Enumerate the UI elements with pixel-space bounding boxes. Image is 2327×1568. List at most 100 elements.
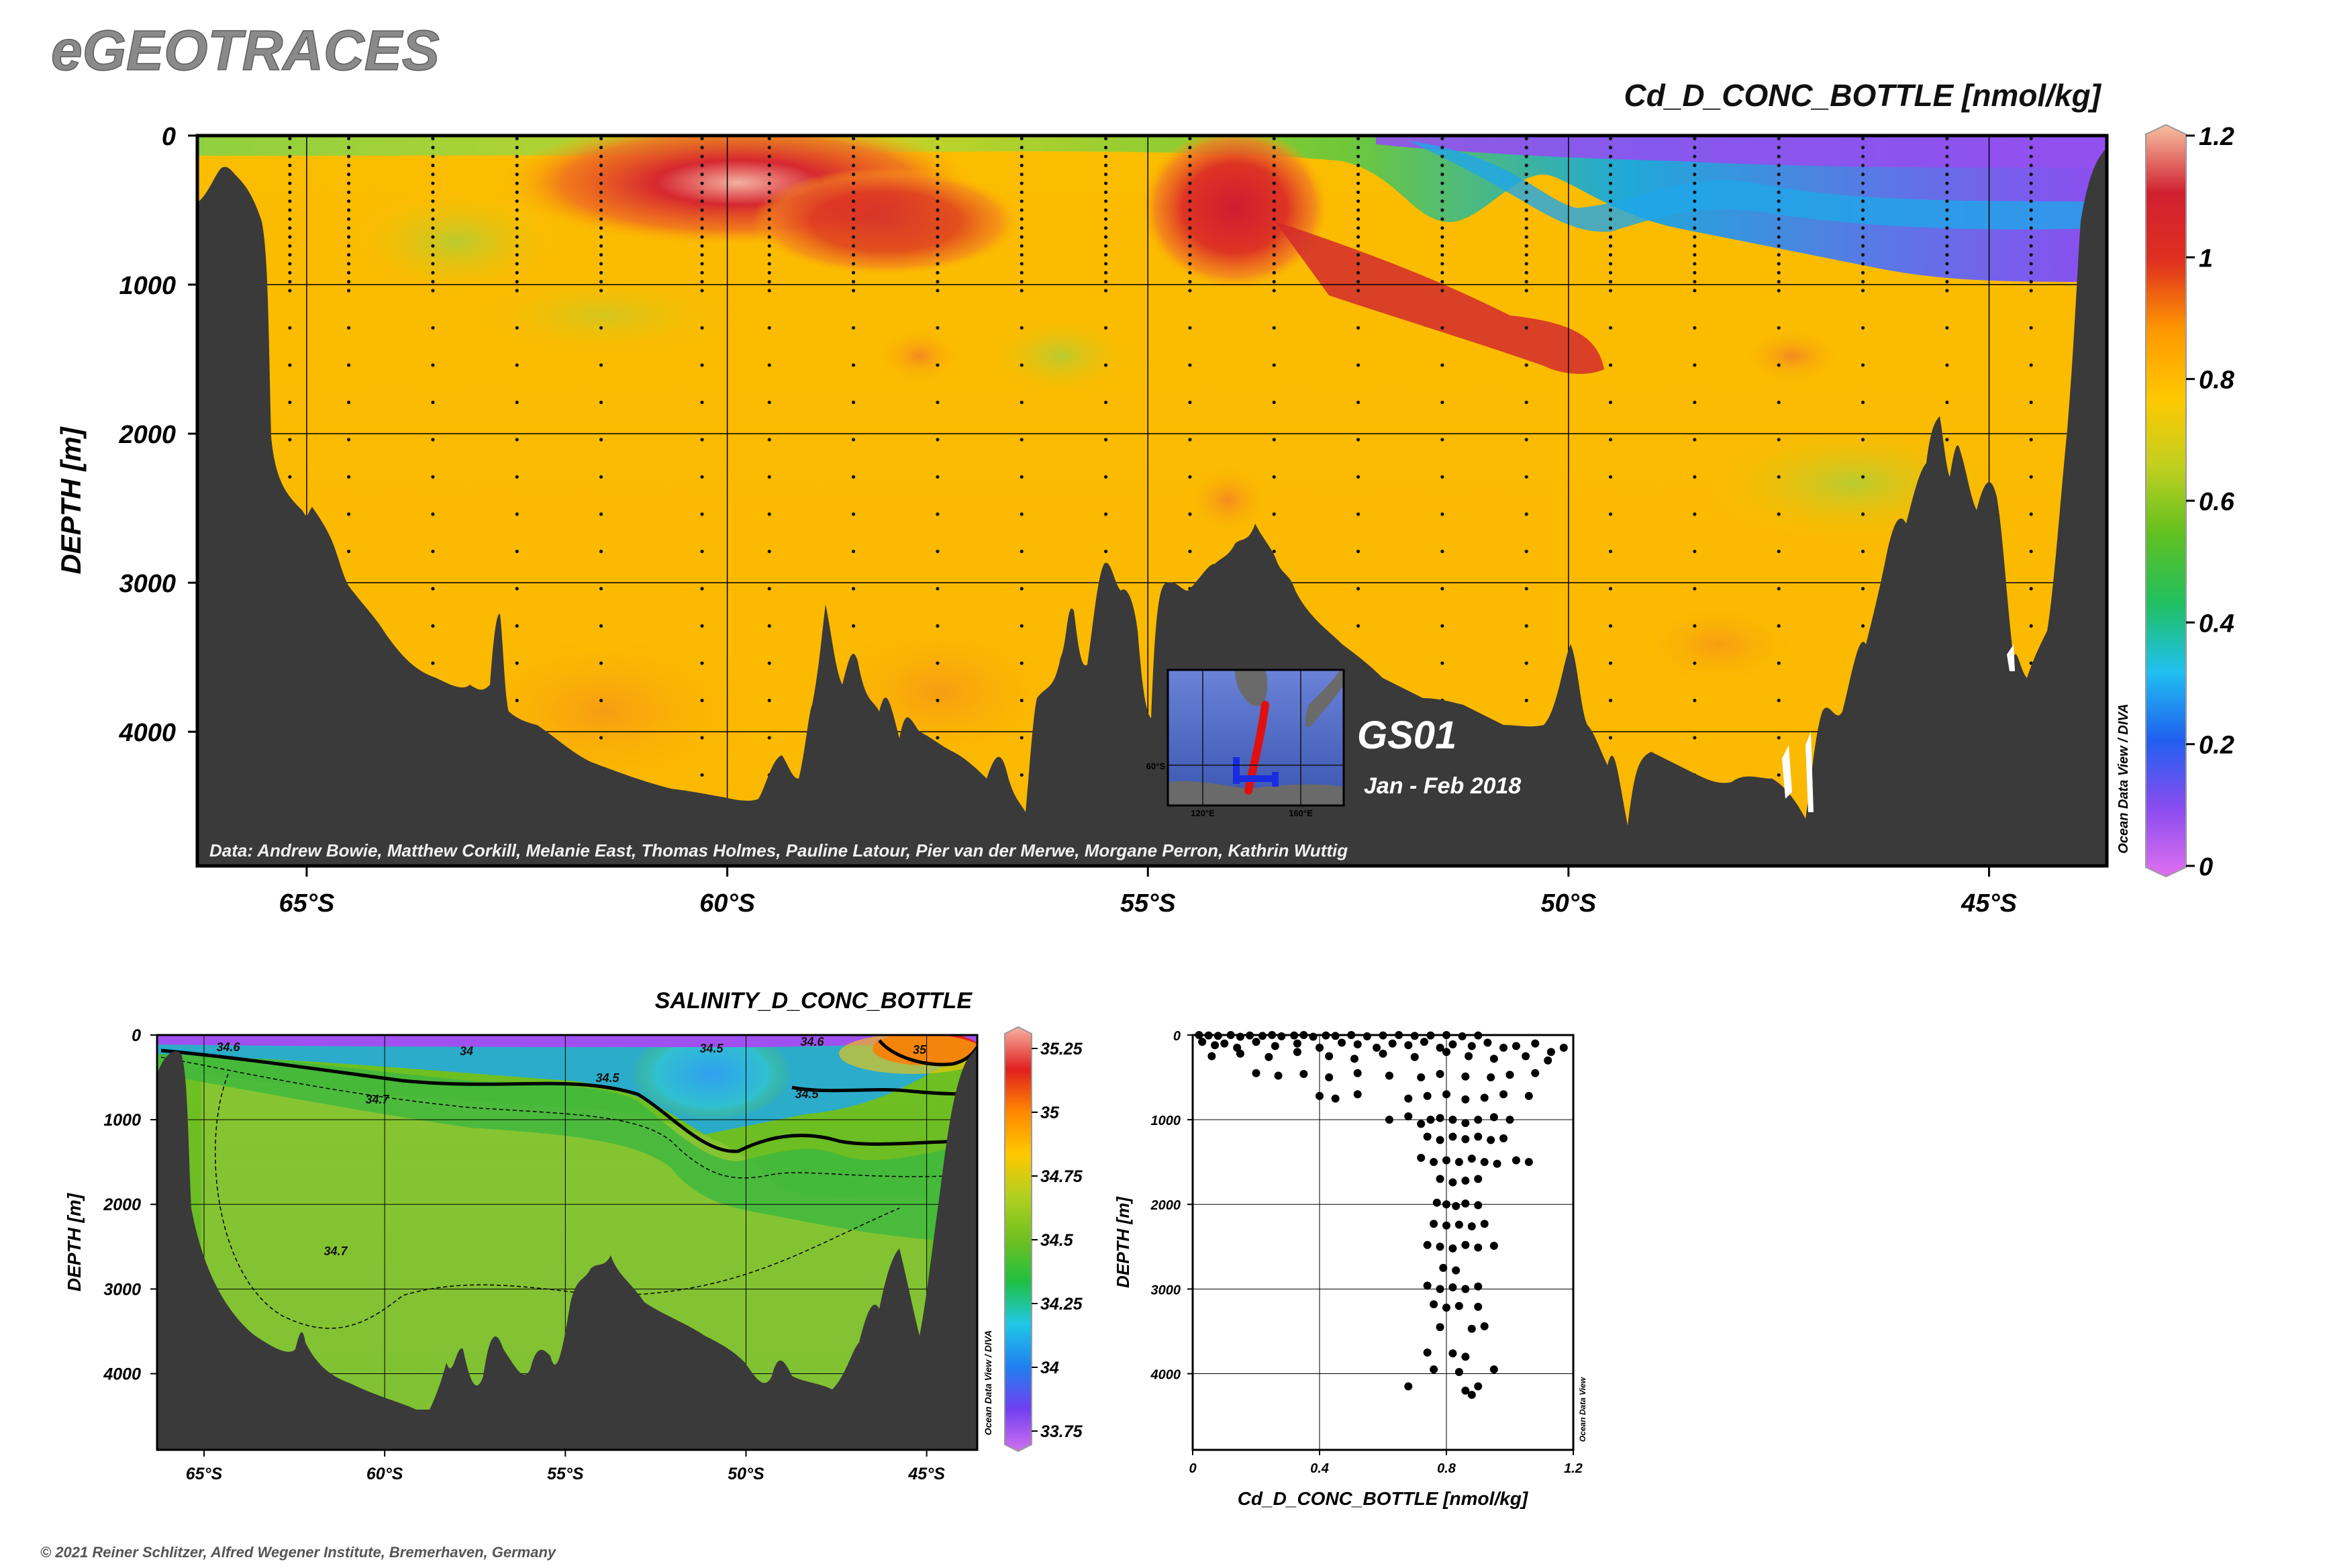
scatter-point <box>1442 1221 1450 1230</box>
sample-dot <box>1020 661 1024 665</box>
sample-dot <box>1020 217 1024 221</box>
sample-dot <box>515 475 519 479</box>
scatter-point <box>1420 1038 1428 1046</box>
sample-dot <box>700 262 704 266</box>
sample-dot <box>1103 253 1108 257</box>
sample-dot <box>1356 244 1360 248</box>
scatter-point <box>1474 1282 1483 1291</box>
cd-x-tick-label: 55°S <box>1120 889 1176 918</box>
sample-dot <box>1440 181 1444 185</box>
sample-dot <box>936 199 940 203</box>
sample-dot <box>700 217 704 221</box>
sample-dot <box>515 438 519 442</box>
sample-dot <box>288 262 292 266</box>
salinity-y-tick-label: 2000 <box>103 1195 141 1214</box>
sample-dot <box>851 136 856 141</box>
sample-dot <box>1524 363 1528 367</box>
sample-dot <box>700 326 704 330</box>
sample-dot <box>1272 438 1276 442</box>
sample-dot <box>2029 253 2033 257</box>
sample-dot <box>1272 146 1276 150</box>
sample-dot <box>599 475 603 479</box>
scatter-point <box>1531 1039 1540 1048</box>
sample-dot <box>1188 326 1192 330</box>
sample-dot <box>599 136 603 141</box>
sample-dot <box>1356 226 1360 230</box>
sample-dot <box>1103 217 1108 221</box>
sample-dot <box>1020 400 1024 405</box>
inset-lon-label: 160°E <box>1289 808 1313 818</box>
scatter-point <box>1448 1116 1457 1124</box>
sample-dot <box>1861 253 1865 257</box>
sample-dot <box>851 549 856 554</box>
sample-dot <box>1777 271 1781 275</box>
scatter-point <box>1430 1300 1438 1309</box>
scatter-point <box>1439 1263 1448 1272</box>
sample-dot <box>1945 289 1949 293</box>
sample-dot <box>1356 217 1360 221</box>
sample-dot <box>936 698 940 703</box>
scatter-point <box>1271 1042 1279 1050</box>
sample-dot <box>936 512 940 516</box>
scatter-point <box>1388 1039 1397 1048</box>
sample-dot <box>1020 226 1024 230</box>
scatter-point <box>1458 1032 1467 1040</box>
sample-dot <box>1272 549 1276 554</box>
sample-dot <box>1356 154 1360 158</box>
sample-dot <box>1861 475 1865 479</box>
scatter-point <box>1430 1158 1438 1167</box>
scatter-point <box>1252 1038 1260 1046</box>
sample-dot <box>288 190 292 194</box>
scatter-point <box>1467 1042 1476 1050</box>
scatter-point <box>1489 1055 1498 1063</box>
sample-dot <box>1440 163 1444 168</box>
scatter-point <box>1410 1052 1419 1061</box>
scatter-point <box>1436 1285 1444 1293</box>
sample-dot <box>936 181 940 185</box>
scatter-point <box>1493 1159 1501 1168</box>
sample-dot <box>1440 475 1444 479</box>
sample-dot <box>1861 271 1865 275</box>
sample-dot <box>431 400 435 405</box>
sample-dot <box>1524 280 1528 284</box>
cd-y-tick-label: 3000 <box>119 570 176 598</box>
sample-dot <box>1524 244 1528 248</box>
sample-dot <box>1356 136 1360 141</box>
scatter-point <box>1461 1240 1470 1249</box>
scatter-point <box>1524 1091 1533 1100</box>
sample-dot <box>288 253 292 257</box>
sample-dot <box>1272 199 1276 203</box>
sample-dot <box>346 326 351 330</box>
sample-dot <box>700 154 704 158</box>
cd-max-shallow <box>752 168 1020 275</box>
salinity-colorbar-label: 33.75 <box>1040 1422 1083 1441</box>
sample-dot <box>515 549 519 554</box>
sample-dot <box>700 136 704 141</box>
sample-dot <box>1693 512 1697 516</box>
scatter-point <box>1461 1176 1470 1185</box>
sample-dot <box>1440 661 1444 665</box>
sample-dot <box>767 512 771 516</box>
sample-dot <box>936 400 940 405</box>
scatter-point <box>1461 1095 1470 1104</box>
sample-dot <box>851 326 856 330</box>
cd-colorbar-body <box>2145 124 2187 878</box>
sample-dot <box>1188 226 1192 230</box>
sample-dot <box>431 280 435 284</box>
sample-dot <box>700 235 704 239</box>
sample-dot <box>346 475 351 479</box>
sample-dot <box>346 235 351 239</box>
sample-dot <box>1608 326 1613 330</box>
sample-dot <box>1945 235 1949 239</box>
sample-dot <box>288 136 292 141</box>
sample-dot <box>1020 475 1024 479</box>
sample-dot <box>1188 181 1192 185</box>
scatter-point <box>1404 1094 1413 1103</box>
sample-dot <box>1356 199 1360 203</box>
sample-dot <box>1608 173 1613 177</box>
sample-dot <box>1777 136 1781 141</box>
sample-dot <box>346 226 351 230</box>
sample-dot <box>1356 363 1360 367</box>
sample-dot <box>1020 698 1024 703</box>
sample-dot <box>936 736 940 740</box>
